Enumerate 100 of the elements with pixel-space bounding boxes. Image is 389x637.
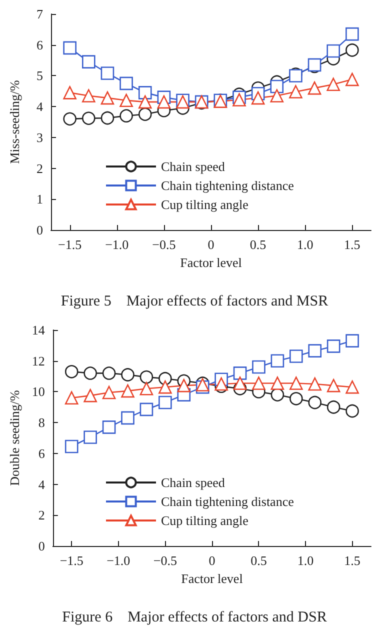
point: [140, 382, 154, 396]
point: [252, 360, 266, 374]
point: [100, 66, 114, 80]
point: [63, 41, 76, 55]
y-tick-label: 4: [36, 99, 44, 114]
y-tick-label: 2: [36, 160, 43, 176]
y-tick-label: 6: [36, 37, 44, 52]
x-tick-label: −1.5: [60, 553, 84, 568]
x-tick-label: 1.0: [296, 237, 314, 252]
legend-label: Cup tilting angle: [161, 513, 249, 528]
y-tick-label: 3: [36, 130, 43, 145]
x-tick-label: 1.0: [297, 553, 314, 568]
point: [120, 109, 133, 122]
x-tick-label: 1.5: [344, 237, 360, 252]
point: [252, 376, 266, 390]
point: [157, 95, 171, 109]
x-tick-label: 1.5: [344, 553, 360, 568]
point: [232, 93, 246, 106]
x-tick-label: −0.5: [152, 237, 176, 252]
point: [233, 376, 247, 390]
y-axis-title: Miss-seeding/%: [7, 80, 22, 164]
point: [290, 350, 303, 363]
point: [308, 377, 322, 391]
y-tick-label: 4: [38, 476, 46, 492]
point: [102, 366, 116, 380]
y-tick-label: 12: [32, 353, 45, 368]
x-tick-label: −1.0: [106, 553, 130, 568]
point: [308, 344, 322, 358]
y-tick-label: 6: [38, 446, 46, 461]
point: [84, 388, 97, 402]
legend-label: Chain speed: [161, 159, 226, 174]
y-tick-label: 2: [38, 508, 45, 523]
point: [158, 372, 172, 386]
point: [84, 366, 97, 380]
point: [251, 91, 265, 105]
point: [140, 402, 154, 416]
y-tick-label: 7: [36, 6, 44, 22]
legend-label: Chain tightening distance: [161, 178, 294, 193]
point: [290, 376, 303, 390]
point: [121, 411, 134, 425]
point: [270, 388, 284, 402]
point: [326, 340, 340, 353]
y-tick-label: 5: [36, 68, 43, 84]
x-tick-label: 0: [208, 237, 214, 252]
x-tick-label: 0: [208, 553, 216, 568]
point: [82, 55, 96, 68]
point: [346, 72, 359, 86]
y-tick-label: 8: [38, 415, 45, 430]
x-axis-title: Factor level: [180, 255, 242, 270]
point: [121, 384, 134, 398]
point: [270, 354, 284, 368]
legend-label: Chain tightening distance: [161, 494, 294, 509]
point: [63, 86, 76, 100]
y-tick-label: 0: [38, 538, 45, 554]
text: Figure 6 Major effects of factors and DSR: [62, 610, 327, 626]
x-tick-label: −1.5: [58, 237, 82, 252]
point: [308, 81, 322, 95]
point: [270, 89, 284, 102]
point: [346, 380, 359, 394]
y-tick-label: 14: [32, 322, 46, 338]
y-tick-label: 0: [36, 222, 43, 238]
point: [346, 43, 359, 57]
point: [102, 386, 116, 400]
point: [82, 89, 96, 102]
legend-label: Chain speed: [161, 475, 226, 490]
point: [100, 91, 114, 105]
point: [120, 76, 133, 90]
point: [64, 365, 78, 378]
point: [64, 391, 78, 405]
point: [121, 368, 134, 382]
point: [326, 400, 340, 414]
point: [270, 376, 284, 390]
point: [346, 27, 359, 41]
text: Figure 5 Major effects of factors and MSR: [60, 294, 328, 310]
point: [138, 108, 152, 121]
point: [138, 95, 152, 109]
x-tick-label: −1.0: [105, 237, 129, 252]
point: [233, 366, 247, 380]
point: [270, 80, 284, 94]
point: [326, 378, 340, 392]
point: [64, 440, 78, 454]
point: [177, 378, 191, 392]
point: [140, 370, 154, 384]
point: [326, 44, 340, 58]
point: [308, 396, 322, 410]
point: [158, 380, 172, 394]
point: [326, 78, 340, 92]
point: [120, 94, 133, 108]
point: [346, 334, 359, 348]
point: [100, 111, 114, 125]
point: [82, 112, 96, 125]
x-tick-label: 0.5: [250, 553, 267, 568]
point: [346, 404, 359, 418]
y-tick-label: 10: [32, 384, 45, 400]
point: [158, 396, 172, 410]
legend-label: Cup tilting angle: [161, 197, 249, 212]
point: [63, 112, 76, 126]
x-tick-label: −0.5: [153, 553, 177, 568]
x-axis-title: Factor level: [181, 571, 244, 586]
y-tick-label: 1: [36, 192, 43, 207]
